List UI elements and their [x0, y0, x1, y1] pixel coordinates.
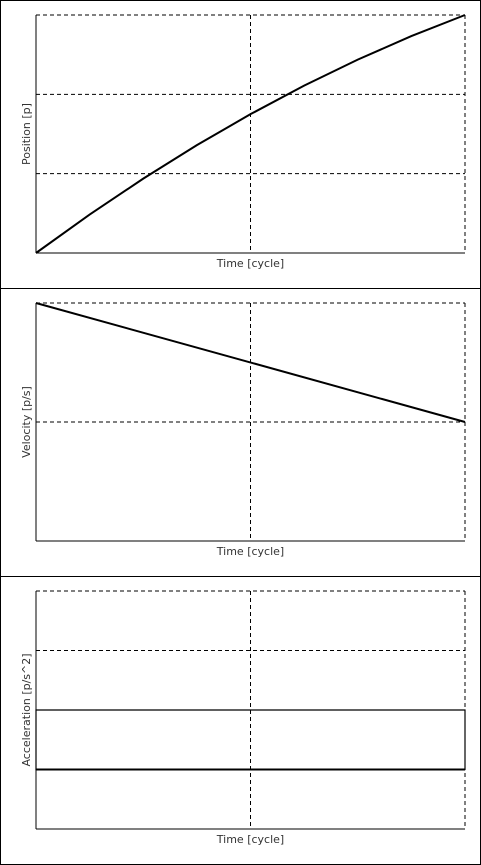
y-axis-label: Position [p] — [20, 103, 33, 165]
panel — [0, 288, 481, 577]
x-axis-label: Time [cycle] — [216, 257, 284, 270]
x-axis-label: Time [cycle] — [216, 545, 284, 558]
line — [35, 14, 466, 254]
line — [35, 302, 466, 423]
y-axis-label: Velocity [p/s] — [20, 386, 33, 458]
y-axis-label: Acceleration [p/s^2] — [20, 653, 33, 766]
x-axis-label: Time [cycle] — [216, 833, 284, 846]
panel — [0, 576, 481, 865]
panel — [0, 0, 481, 289]
